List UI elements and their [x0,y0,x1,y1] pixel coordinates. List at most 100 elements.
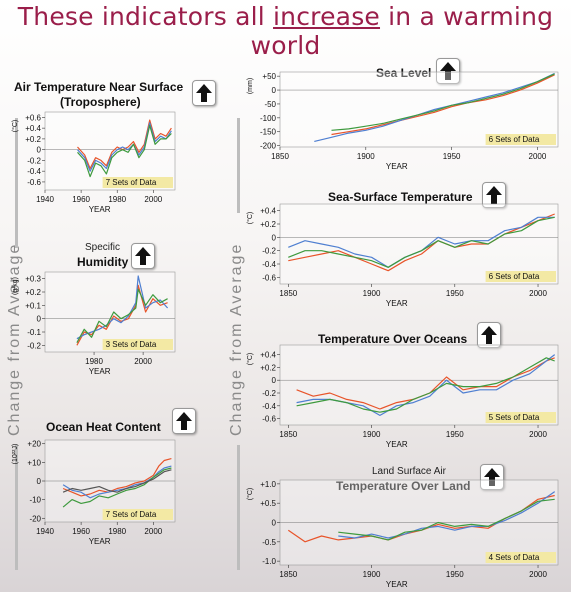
up-arrow-icon [172,408,196,434]
y-tick-label: -0.4 [262,402,276,411]
plot-area [279,344,559,426]
x-tick-label: 1950 [446,430,464,439]
y-tick-label: +0.1 [25,301,41,310]
y-tick-label: -0.2 [262,389,276,398]
data-sets-badge-label: 6 Sets of Data [489,272,540,281]
x-axis-label: YEAR [386,162,408,171]
y-tick-label: -10 [29,496,41,505]
y-tick-label: +0.2 [260,220,276,229]
x-tick-label: 2000 [144,195,162,204]
y-tick-label: +0.4 [260,207,276,216]
x-tick-label: 1950 [443,152,461,161]
page-title: These indicators all increase in a warmi… [0,2,571,60]
y-tick-label: 0 [272,376,277,385]
y-tick-label: +1.0 [260,480,276,489]
series-line [288,213,555,272]
x-tick-label: 1960 [72,527,90,536]
series-line [296,357,555,413]
series-line [62,465,172,499]
x-tick-label: 2000 [134,357,152,366]
x-tick-label: 2000 [144,527,162,536]
y-axis-label: (°C) [246,212,254,225]
data-sets-badge-label: 3 Sets of Data [106,340,157,349]
y-tick-label: -0.4 [262,260,276,269]
x-axis-label: YEAR [386,440,408,449]
series-line [76,288,168,343]
x-axis-label: YEAR [89,367,111,376]
y-tick-label: 0 [37,146,42,155]
series-line [77,122,172,172]
plot-area [279,203,559,285]
series-line [331,73,555,131]
data-sets-badge [485,412,556,423]
data-sets-badge-label: 4 Sets of Data [489,553,540,562]
x-axis-label: YEAR [89,205,111,214]
panel-title-land-temp: Temperature Over Land [336,479,470,493]
y-axis-label: (°C) [11,120,19,133]
data-sets-badge [102,339,173,350]
data-sets-badge-label: 6 Sets of Data [489,135,540,144]
x-tick-label: 1900 [363,570,381,579]
x-tick-label: 2000 [529,152,547,161]
x-tick-label: 1980 [108,527,126,536]
y-tick-label: 0 [272,233,277,242]
title-emphasis: increase [273,2,381,31]
x-tick-label: 1960 [72,195,90,204]
y-tick-label: -50 [264,100,276,109]
y-tick-label: -0.6 [262,415,276,424]
series-line [338,498,555,541]
x-tick-label: 1950 [446,570,464,579]
x-axis-label: YEAR [386,580,408,589]
y-tick-label: 0 [272,519,277,528]
panel-title-sea-level: Sea Level [376,66,431,80]
up-arrow-icon [482,182,506,208]
series-line [314,72,555,142]
y-tick-label: +0.3 [25,275,41,284]
series-line [76,275,169,340]
y-tick-label: +0.4 [25,124,41,133]
y-axis-label: (g/kg) [12,277,19,295]
data-sets-badge [485,134,556,145]
y-tick-label: -0.6 [27,178,41,187]
panel-subtitle-land-temp: Land Surface Air [372,466,446,477]
data-sets-badge [485,552,556,563]
y-tick-label: +50 [262,72,276,81]
divider-right-bottom [237,445,240,570]
series-line [62,467,172,508]
y-tick-label: -0.1 [27,328,41,337]
y-tick-label: -0.6 [262,273,276,282]
y-tick-label: 0 [272,86,277,95]
x-tick-label: 1950 [446,289,464,298]
x-tick-label: 1850 [279,430,297,439]
x-tick-label: 1980 [85,357,103,366]
title-pre: These indicators all [17,2,274,31]
x-tick-label: 1900 [363,430,381,439]
data-sets-badge [485,271,556,282]
x-tick-label: 2000 [529,570,547,579]
y-tick-label: -20 [29,514,41,523]
series-line [338,491,556,539]
divider-left-top [15,118,18,248]
data-sets-badge-label: 7 Sets of Data [106,178,157,187]
series-line [288,216,555,268]
panel-title-sst: Sea-Surface Temperature [328,190,473,204]
up-arrow-icon [480,464,504,490]
x-tick-label: 1940 [36,527,54,536]
y-tick-label: -1.0 [262,557,276,566]
x-tick-label: 2000 [529,430,547,439]
y-tick-label: -0.2 [262,247,276,256]
x-tick-label: 1850 [271,152,289,161]
title-post: in a warming world [250,2,554,60]
y-axis-label: (10²²J) [12,444,19,465]
y-tick-label: -200 [260,142,277,151]
y-tick-label: 0 [37,315,42,324]
y-tick-label: +0.2 [25,288,41,297]
up-arrow-icon [192,80,216,106]
up-arrow-icon [131,243,155,269]
x-tick-label: 1900 [357,152,375,161]
